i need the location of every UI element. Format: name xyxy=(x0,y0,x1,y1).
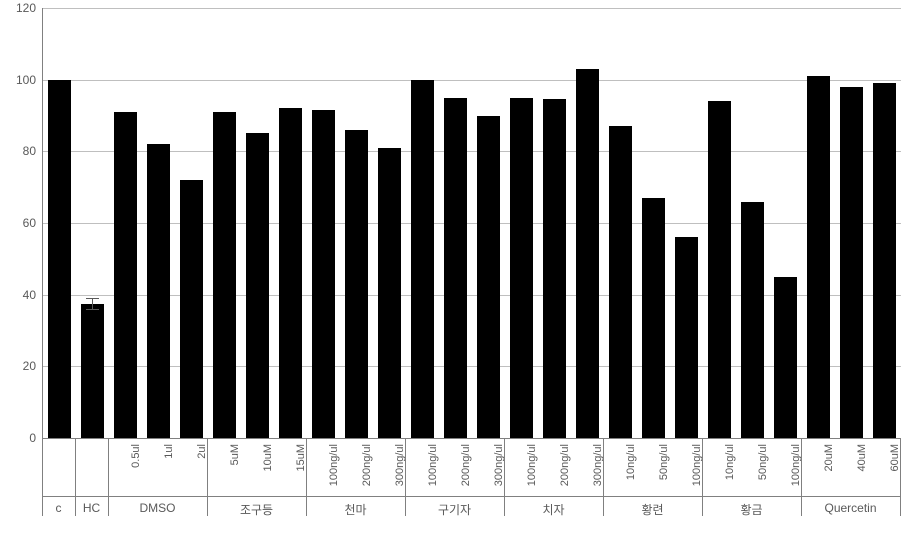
bar xyxy=(213,112,235,438)
group-label: HC xyxy=(75,496,108,515)
group-label: 황금 xyxy=(702,496,801,518)
y-tick-label: 20 xyxy=(0,359,36,373)
bar xyxy=(510,98,532,438)
x-tick-label: 100ng/ul xyxy=(328,444,340,544)
y-tick-label: 120 xyxy=(0,1,36,15)
group-separator xyxy=(801,438,802,516)
group-separator xyxy=(75,438,76,516)
bar xyxy=(873,83,895,438)
bar xyxy=(774,277,796,438)
x-tick-label: 10ng/ul xyxy=(724,444,736,544)
x-tick-label: 100ng/ul xyxy=(691,444,703,544)
y-tick-label: 80 xyxy=(0,144,36,158)
group-label: DMSO xyxy=(108,496,207,515)
bar xyxy=(741,202,763,439)
bar xyxy=(675,237,697,438)
group-separator xyxy=(603,438,604,516)
group-label: c xyxy=(42,496,75,515)
group-separator xyxy=(504,438,505,516)
group-separator xyxy=(42,438,43,516)
x-tick-label: 1ul xyxy=(163,444,175,544)
bar xyxy=(48,80,70,438)
bar xyxy=(81,304,103,438)
x-tick-label: 10uM xyxy=(262,444,274,544)
x-tick-label: 200ng/ul xyxy=(361,444,373,544)
x-tick-label: 5uM xyxy=(229,444,241,544)
bars xyxy=(43,8,901,438)
group-separator xyxy=(306,438,307,516)
x-tick-label: 40uM xyxy=(856,444,868,544)
x-tick-label: 200ng/ul xyxy=(460,444,472,544)
group-separator xyxy=(900,438,901,516)
x-tick-label: 300ng/ul xyxy=(493,444,505,544)
group-labels: cHCDMSO조구등천마구기자치자황련황금Quercetin xyxy=(42,496,900,518)
x-tick-label: 300ng/ul xyxy=(394,444,406,544)
bar xyxy=(444,98,466,438)
x-tick-label: 100ng/ul xyxy=(526,444,538,544)
group-label: 조구등 xyxy=(207,496,306,518)
group-separator xyxy=(207,438,208,516)
group-label: Quercetin xyxy=(801,496,900,515)
group-label: 황련 xyxy=(603,496,702,518)
group-separator xyxy=(405,438,406,516)
y-tick-label: 0 xyxy=(0,431,36,445)
group-separator xyxy=(108,438,109,516)
x-tick-label: 10ng/ul xyxy=(625,444,637,544)
bar xyxy=(246,133,268,438)
x-tick-label: 2ul xyxy=(196,444,208,544)
bar xyxy=(312,110,334,438)
bar xyxy=(180,180,202,438)
y-tick-label: 100 xyxy=(0,73,36,87)
bar xyxy=(147,144,169,438)
x-tick-label: 50ng/ul xyxy=(757,444,769,544)
x-tick-label: 300ng/ul xyxy=(592,444,604,544)
bar xyxy=(378,148,400,438)
group-label: 치자 xyxy=(504,496,603,518)
y-tick-label: 60 xyxy=(0,216,36,230)
x-tick-label: 100ng/ul xyxy=(427,444,439,544)
x-tick-label: 100ng/ul xyxy=(790,444,802,544)
bar xyxy=(411,80,433,438)
bar xyxy=(345,130,367,438)
y-tick-label: 40 xyxy=(0,288,36,302)
group-label: 천마 xyxy=(306,496,405,518)
plot-area xyxy=(42,8,901,439)
bar xyxy=(543,99,565,438)
bar xyxy=(114,112,136,438)
x-tick-label: 200ng/ul xyxy=(559,444,571,544)
bar xyxy=(477,116,499,439)
bar xyxy=(708,101,730,438)
x-axis-labels: 0.5ul1ul2ul5uM10uM15uM100ng/ul200ng/ul30… xyxy=(42,438,900,498)
bar xyxy=(807,76,829,438)
chart-container: 0 20 40 60 80 100 120 0.5ul1ul2ul5uM10uM15uM10… xyxy=(0,0,909,524)
x-tick-label: 60uM xyxy=(889,444,901,544)
group-label: 구기자 xyxy=(405,496,504,518)
bar xyxy=(609,126,631,438)
x-tick-label: 15uM xyxy=(295,444,307,544)
x-tick-label: 50ng/ul xyxy=(658,444,670,544)
bar xyxy=(840,87,862,438)
bar xyxy=(576,69,598,438)
group-separator xyxy=(702,438,703,516)
bar xyxy=(279,108,301,438)
x-tick-label: 0.5ul xyxy=(130,444,142,544)
bar xyxy=(642,198,664,438)
x-tick-label: 20uM xyxy=(823,444,835,544)
